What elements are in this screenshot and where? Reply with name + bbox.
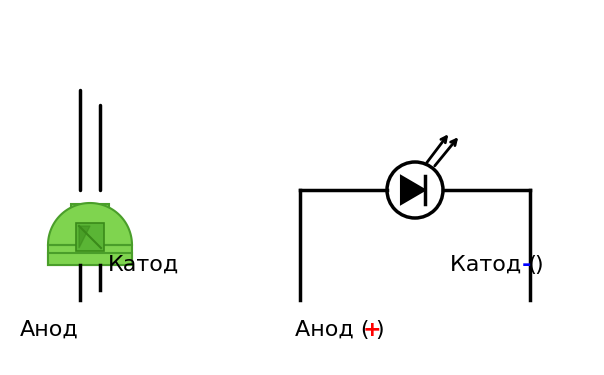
Text: ): )	[534, 255, 542, 275]
Text: -: -	[522, 255, 532, 275]
Text: ): )	[375, 320, 384, 340]
FancyBboxPatch shape	[71, 204, 109, 218]
Bar	[76, 223, 104, 251]
Polygon shape	[79, 226, 90, 248]
Text: Анод (: Анод (	[295, 320, 370, 340]
Bar	[48, 253, 132, 265]
Text: Катод (: Катод (	[450, 255, 537, 275]
Text: +: +	[363, 320, 382, 340]
Polygon shape	[48, 203, 132, 265]
Polygon shape	[401, 176, 425, 204]
Text: Катод: Катод	[108, 255, 179, 275]
Text: Анод: Анод	[20, 320, 79, 340]
